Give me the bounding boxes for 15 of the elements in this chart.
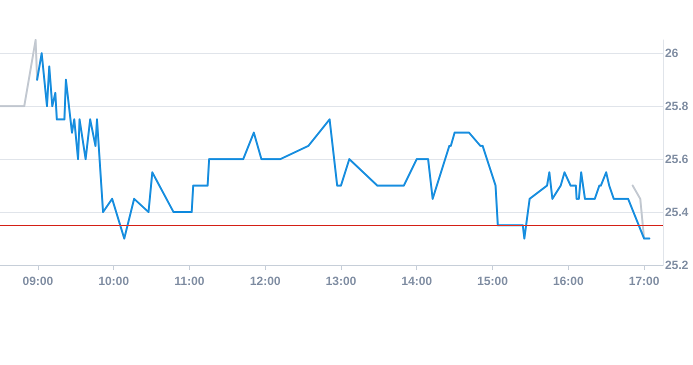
y-tick-label: 25.2 (665, 258, 689, 272)
y-tick-label: 25.4 (665, 205, 689, 220)
x-tick-label: 10:00 (98, 274, 130, 288)
x-tick-label: 17:00 (628, 274, 660, 288)
x-tick-label: 14:00 (401, 274, 432, 288)
line-series (36, 52, 650, 240)
x-tick-label: 09:00 (22, 274, 54, 288)
y-tick-label: 25.6 (665, 152, 689, 166)
x-tick-label: 12:00 (250, 274, 281, 288)
y-tick-label: 26 (665, 46, 679, 60)
x-tick-label: 15:00 (477, 274, 508, 288)
x-tick-label: 11:00 (174, 274, 205, 288)
x-tick-label: 13:00 (326, 274, 357, 288)
y-tick-label: 25.8 (665, 99, 689, 114)
x-tick-label: 16:00 (552, 274, 584, 288)
